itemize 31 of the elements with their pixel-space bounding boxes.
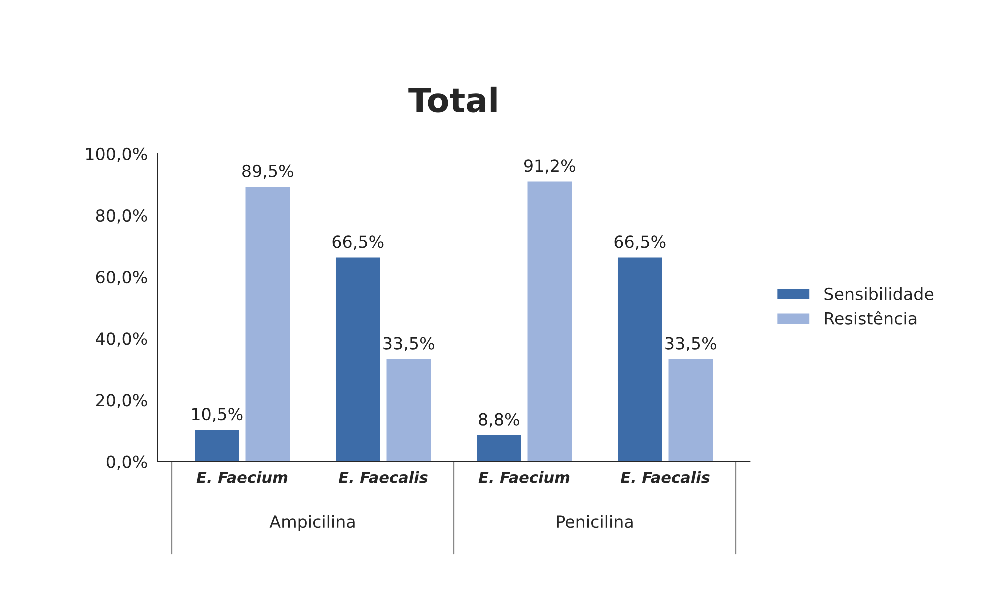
bar: [385, 358, 432, 462]
text: Ampicilina: [270, 515, 355, 532]
data-label: 66,5%: [332, 236, 384, 250]
data-label: 33,5%: [384, 337, 434, 352]
text: Penicilina: [557, 515, 633, 528]
legend-label: Sensibilidade: [824, 288, 934, 300]
x-tick-label: E. Faecium: [196, 471, 288, 484]
y-tick-label: 80,0%: [96, 209, 148, 224]
y-tick-label: 60,0%: [96, 271, 148, 286]
bar: [476, 434, 523, 462]
y-tick-label: 0,0%: [106, 456, 148, 470]
data-label: 66,5%: [614, 236, 666, 250]
bar: [194, 428, 241, 462]
bar: [244, 186, 292, 462]
bar: [526, 180, 574, 462]
data-label: 8,8%: [479, 413, 520, 428]
bar: [616, 256, 664, 462]
x-tick-label: E. Faecalis: [338, 471, 428, 484]
x-tick-label: E. Faecium: [478, 471, 570, 484]
x-tick-label: E. Faecalis: [620, 471, 710, 484]
bar: [667, 358, 714, 462]
y-tick-label: 20,0%: [96, 394, 148, 408]
data-label: 91,2%: [524, 160, 576, 174]
y-tick-label: 40,0%: [96, 332, 148, 347]
data-label: 89,5%: [242, 164, 294, 180]
chart-title: Total: [408, 86, 497, 113]
legend-label: Resistência: [825, 311, 917, 325]
bar: [334, 256, 382, 462]
data-label: 33,5%: [666, 337, 716, 352]
data-label: 10,5%: [192, 408, 243, 422]
y-tick-label: 100,0%: [86, 148, 148, 162]
